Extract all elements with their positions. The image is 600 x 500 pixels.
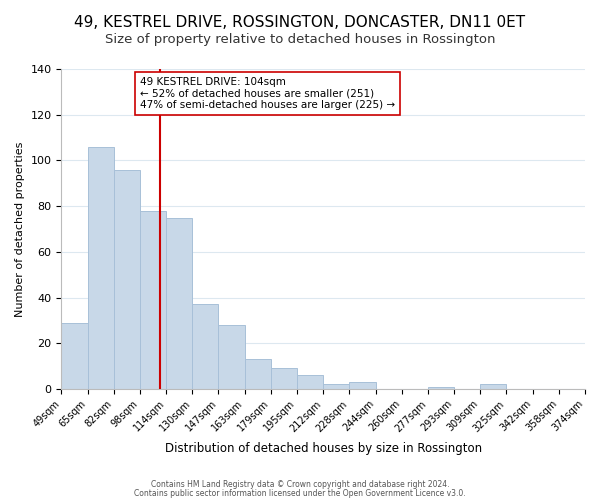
X-axis label: Distribution of detached houses by size in Rossington: Distribution of detached houses by size …: [164, 442, 482, 455]
Text: Contains HM Land Registry data © Crown copyright and database right 2024.: Contains HM Land Registry data © Crown c…: [151, 480, 449, 489]
Bar: [140, 210, 166, 389]
Text: 49 KESTREL DRIVE: 104sqm
← 52% of detached houses are smaller (251)
47% of semi-: 49 KESTREL DRIVE: 104sqm ← 52% of detach…: [140, 77, 395, 110]
Bar: [480, 384, 506, 389]
Bar: [271, 368, 297, 389]
Bar: [114, 170, 140, 389]
Bar: [349, 382, 376, 389]
Bar: [88, 146, 114, 389]
Bar: [297, 375, 323, 389]
Text: Contains public sector information licensed under the Open Government Licence v3: Contains public sector information licen…: [134, 488, 466, 498]
Bar: [61, 322, 88, 389]
Bar: [193, 304, 218, 389]
Bar: [323, 384, 349, 389]
Y-axis label: Number of detached properties: Number of detached properties: [15, 142, 25, 316]
Bar: [218, 325, 245, 389]
Bar: [166, 218, 193, 389]
Bar: [428, 386, 454, 389]
Bar: [245, 359, 271, 389]
Text: Size of property relative to detached houses in Rossington: Size of property relative to detached ho…: [105, 32, 495, 46]
Text: 49, KESTREL DRIVE, ROSSINGTON, DONCASTER, DN11 0ET: 49, KESTREL DRIVE, ROSSINGTON, DONCASTER…: [74, 15, 526, 30]
